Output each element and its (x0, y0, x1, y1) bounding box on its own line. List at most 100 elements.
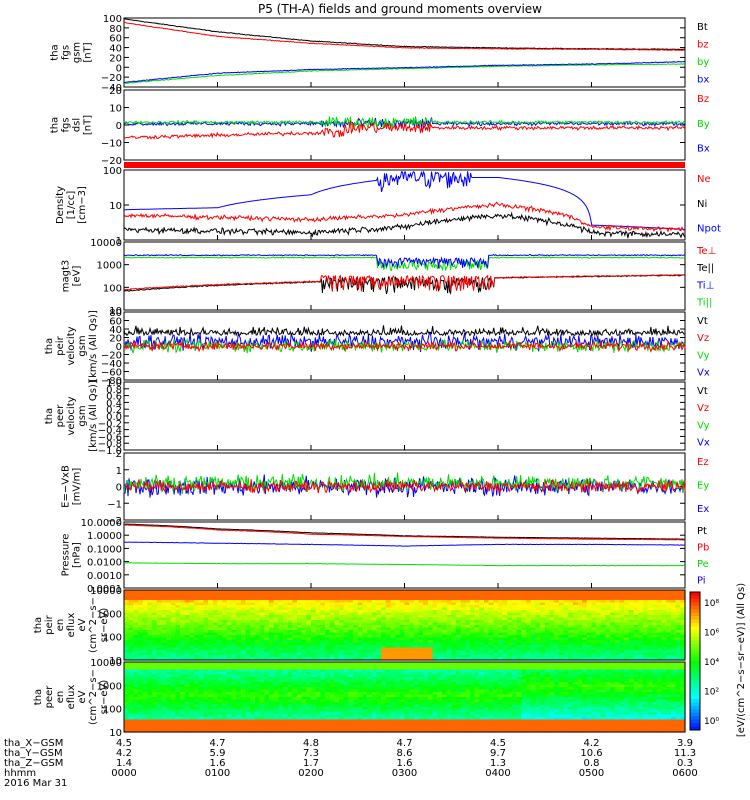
spectrogram-cell (614, 627, 621, 631)
spectrogram-cell (493, 595, 499, 599)
spectrogram-cell (170, 724, 177, 728)
spectrogram-cell (124, 597, 130, 601)
spectrogram-cell (409, 645, 415, 649)
spectrogram-cell (236, 602, 242, 606)
spectrogram-cell (278, 709, 284, 713)
spectrogram-cell (446, 610, 452, 614)
spectrogram-cell (152, 672, 158, 676)
spectrogram-cell (507, 635, 513, 639)
spectrogram-cell (166, 687, 172, 691)
spectrogram-cell (432, 647, 438, 651)
spectrogram-cell (582, 632, 588, 636)
spectrogram-cell (469, 617, 476, 621)
spectrogram-cell (315, 640, 321, 644)
spectrogram-cell (512, 622, 518, 626)
spectrogram-cell (568, 605, 574, 609)
spectrogram-cell (661, 640, 667, 644)
spectrogram-cell (460, 615, 466, 619)
spectrogram-cell (217, 600, 223, 604)
spectrogram-cell (268, 590, 275, 594)
spectrogram-cell (297, 729, 303, 733)
spectrogram-cell (297, 635, 303, 639)
spectrogram-cell (189, 642, 195, 646)
spectrogram-cell (301, 637, 307, 641)
spectrogram-cell (133, 724, 139, 728)
spectrogram-cell (418, 647, 424, 651)
spectrogram-cell (222, 727, 228, 731)
spectrogram-cell (404, 620, 410, 624)
spectrogram-cell (596, 645, 602, 649)
spectrogram-cell (339, 640, 345, 644)
spectrogram-cell (526, 592, 532, 596)
spectrogram-cell (273, 694, 279, 698)
spectrogram-cell (628, 642, 635, 646)
spectrogram-cell (254, 667, 261, 671)
spectrogram-cell (231, 595, 237, 599)
spectrogram-cell (647, 590, 653, 594)
spectrogram-cell (259, 672, 265, 676)
spectrogram-cell (455, 610, 462, 614)
spectrogram-cell (381, 625, 387, 629)
spectrogram-cell (231, 687, 237, 691)
spectrogram-cell (259, 655, 265, 659)
spectrogram-cell (530, 647, 536, 651)
spectrogram-cell (222, 662, 228, 666)
spectrogram-cell (264, 620, 270, 624)
spectrogram-cell (306, 704, 312, 708)
spectrogram-cell (203, 640, 209, 644)
spectrogram-cell (512, 610, 518, 614)
series-Bx (123, 117, 686, 130)
spectrogram-cell (212, 729, 219, 733)
spectrogram-cell (661, 657, 667, 661)
spectrogram-cell (638, 617, 644, 621)
spectrogram-cell (507, 622, 513, 626)
spectrogram-cell (563, 627, 569, 631)
spectrogram-cell (184, 600, 191, 604)
spectrogram-cell (231, 664, 237, 668)
legend-Te||: Te|| (696, 263, 714, 274)
spectrogram-cell (357, 625, 364, 629)
spectrogram-cell (619, 652, 625, 656)
spectrogram-cell (166, 667, 172, 671)
spectrogram-cell (152, 662, 158, 666)
spectrogram-cell (339, 632, 345, 636)
spectrogram-cell (675, 612, 681, 616)
spectrogram-cell (437, 597, 443, 601)
spectrogram-cell (530, 645, 536, 649)
spectrogram-cell (577, 617, 583, 621)
spectrogram-cell (502, 657, 508, 661)
spectrogram-cell (516, 625, 522, 629)
spectrogram-cell (128, 605, 134, 609)
spectrogram-cell (427, 602, 434, 606)
spectrogram-cell (460, 600, 466, 604)
spectrogram-cell (329, 637, 335, 641)
spectrogram-cell (600, 612, 607, 616)
spectrogram-cell (161, 709, 167, 713)
spectrogram-cell (217, 625, 223, 629)
spectrogram-cell (362, 635, 368, 639)
spectrogram-cell (292, 692, 298, 696)
spectrogram-cell (203, 625, 209, 629)
spectrogram-cell (138, 612, 144, 616)
spectrogram-cell (540, 625, 546, 629)
spectrogram-cell (124, 687, 130, 691)
spectrogram-cell (128, 595, 134, 599)
spectrogram-cell (441, 627, 448, 631)
spectrogram-cell (292, 697, 298, 701)
spectrogram-cell (231, 620, 237, 624)
spectrogram-cell (180, 600, 186, 604)
spectrogram-cell (479, 655, 485, 659)
spectrogram-cell (194, 727, 200, 731)
spectrogram-cell (175, 637, 181, 641)
spectrogram-cell (297, 605, 303, 609)
spectrogram-cell (544, 622, 551, 626)
spectrogram-cell (180, 712, 186, 716)
spectrogram-cell (264, 674, 270, 678)
spectrogram-cell (610, 600, 616, 604)
spectrogram-cell (329, 672, 335, 676)
spectrogram-cell (572, 602, 579, 606)
spectrogram-cell (245, 712, 251, 716)
spectrogram-cell (184, 602, 191, 606)
spectrogram-cell (563, 632, 569, 636)
spectrogram-cell (666, 652, 672, 656)
